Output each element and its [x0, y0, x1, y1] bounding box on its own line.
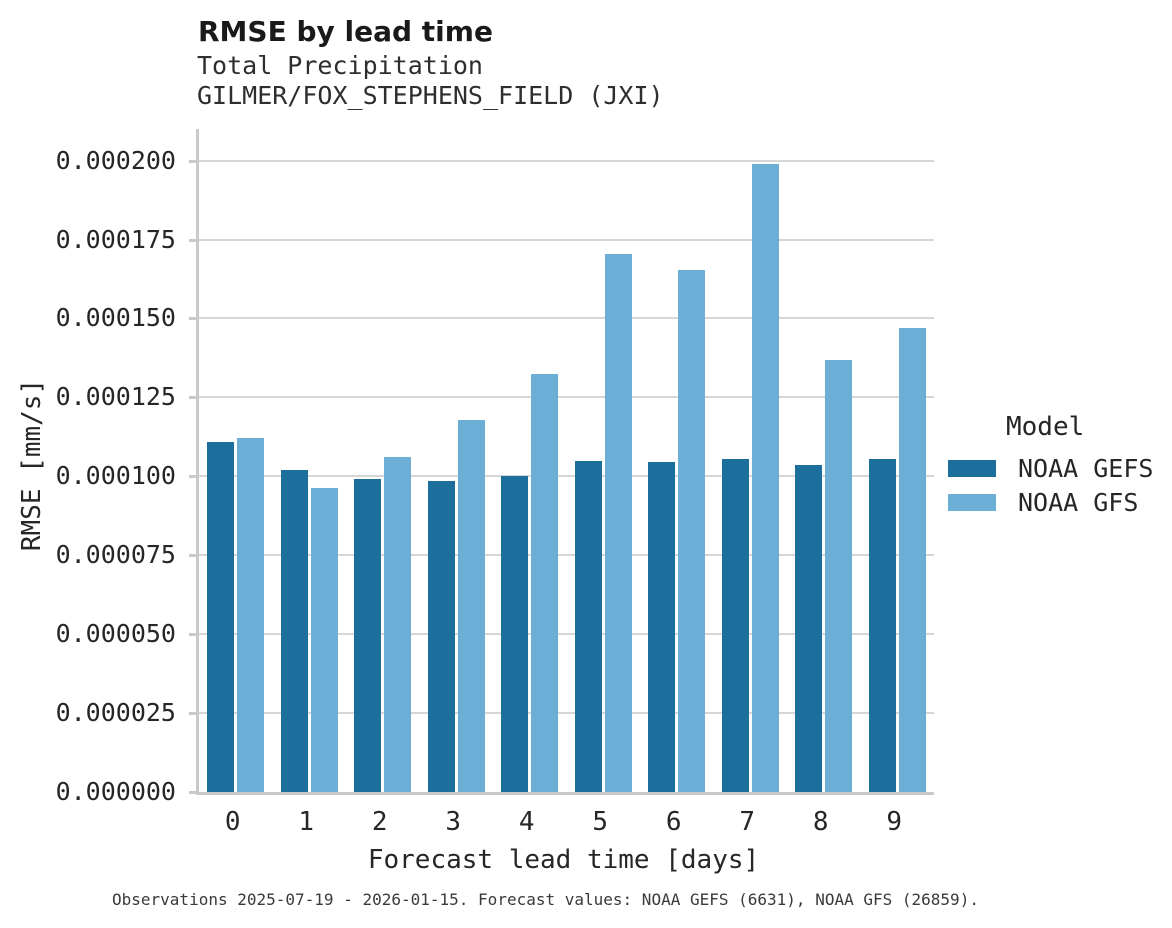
legend-label: NOAA GEFS [1018, 453, 1154, 483]
x-tick-label: 6 [665, 807, 682, 837]
y-tick-mark [189, 159, 196, 163]
y-tick-label: 0.000200 [55, 145, 176, 175]
legend: Model NOAA GEFS NOAA GFS [948, 412, 1168, 524]
x-axis-spine [196, 792, 934, 795]
bar-noaa-gfs-lead-1 [310, 488, 338, 792]
bar-group-lead-1 [280, 470, 338, 792]
x-tick-label: 1 [298, 807, 315, 837]
bar-group-lead-0 [207, 438, 265, 792]
x-tick-label: 0 [224, 807, 241, 837]
y-tick-mark [189, 238, 196, 242]
y-tick-label: 0.000050 [55, 619, 176, 649]
bar-group-lead-9 [868, 327, 926, 792]
legend-swatch [948, 493, 996, 511]
y-tick-label: 0.000125 [55, 382, 176, 412]
bar-noaa-gfs-lead-5 [604, 253, 632, 792]
bar-noaa-gefs-lead-3 [427, 481, 455, 792]
gridline [199, 633, 934, 636]
bar-group-lead-8 [795, 359, 853, 792]
gridline [199, 396, 934, 399]
bar-noaa-gefs-lead-1 [280, 470, 308, 792]
bar-noaa-gefs-lead-5 [574, 460, 602, 792]
y-tick-mark [189, 554, 196, 558]
legend-swatch [948, 459, 996, 477]
bar-noaa-gefs-lead-8 [795, 465, 823, 792]
bar-noaa-gefs-lead-9 [868, 458, 896, 792]
chart-subtitle-variable: Total Precipitation [197, 51, 483, 80]
bar-noaa-gfs-lead-2 [384, 457, 412, 792]
bar-group-lead-4 [501, 373, 559, 792]
footer-caption: Observations 2025-07-19 - 2026-01-15. Fo… [112, 890, 979, 909]
y-tick-mark [189, 396, 196, 400]
bar-noaa-gfs-lead-3 [457, 419, 485, 792]
chart-subtitle-station: GILMER/FOX_STEPHENS_FIELD (JXI) [197, 81, 664, 110]
y-tick-label: 0.000075 [55, 540, 176, 570]
bar-noaa-gefs-lead-7 [721, 458, 749, 792]
bar-group-lead-5 [574, 253, 632, 792]
x-tick-label: 8 [812, 807, 829, 837]
y-tick-label: 0.000175 [55, 224, 176, 254]
x-axis-label: Forecast lead time [days] [367, 845, 760, 875]
gridline [199, 238, 934, 241]
gridline [199, 554, 934, 557]
y-axis-tick-labels: 0.000000 0.000025 0.000050 0.000075 0.000100… [0, 0, 176, 928]
bar-noaa-gefs-lead-4 [501, 476, 529, 792]
legend-entry-noaa-gfs: NOAA GFS [948, 487, 1168, 517]
bar-group-lead-3 [427, 419, 485, 792]
x-tick-label: 7 [739, 807, 756, 837]
bar-noaa-gfs-lead-6 [678, 269, 706, 792]
gridline [199, 159, 934, 162]
gridline [199, 712, 934, 715]
legend-title: Model [1006, 412, 1085, 442]
x-tick-label: 4 [518, 807, 535, 837]
x-tick-label: 9 [886, 807, 903, 837]
bar-series [199, 129, 934, 792]
y-tick-mark [189, 633, 196, 637]
y-tick-mark [189, 712, 196, 716]
bar-noaa-gefs-lead-6 [648, 462, 676, 792]
bar-group-lead-6 [648, 269, 706, 792]
legend-entry-noaa-gefs: NOAA GEFS [948, 453, 1168, 483]
chart-title: RMSE by lead time [198, 15, 493, 48]
legend-label: NOAA GFS [1018, 487, 1139, 517]
gridline [199, 317, 934, 320]
bar-noaa-gefs-lead-0 [207, 441, 235, 792]
bar-noaa-gfs-lead-4 [531, 373, 559, 792]
bar-group-lead-2 [354, 457, 412, 792]
y-tick-mark [189, 317, 196, 321]
bar-noaa-gfs-lead-0 [237, 438, 265, 792]
gridline [199, 475, 934, 478]
y-tick-mark [189, 475, 196, 479]
x-tick-label: 2 [371, 807, 388, 837]
bar-noaa-gefs-lead-2 [354, 479, 382, 792]
y-tick-label: 0.000150 [55, 303, 176, 333]
y-tick-label: 0.000100 [55, 461, 176, 491]
bar-noaa-gfs-lead-9 [898, 327, 926, 792]
y-tick-label: 0.000000 [55, 777, 176, 806]
bar-chart-plot-area [189, 129, 934, 795]
bar-noaa-gfs-lead-7 [751, 163, 779, 792]
y-tick-label: 0.000025 [55, 698, 176, 728]
bar-noaa-gfs-lead-8 [825, 359, 853, 792]
bar-group-lead-7 [721, 163, 779, 792]
x-tick-label: 3 [445, 807, 462, 837]
x-tick-label: 5 [592, 807, 609, 837]
y-tick-mark [189, 791, 196, 794]
